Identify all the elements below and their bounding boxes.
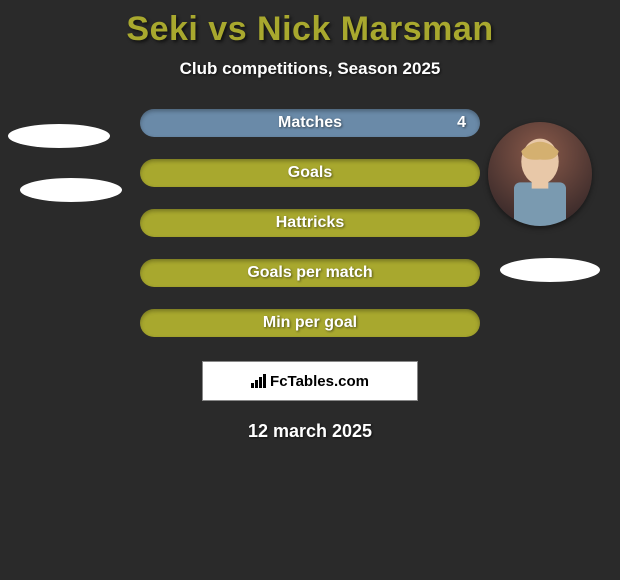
stat-row-goals-per-match: Goals per match <box>140 259 480 287</box>
date-text: 12 march 2025 <box>248 421 372 442</box>
avatar-icon <box>488 122 592 226</box>
stat-value-right: 4 <box>457 114 466 132</box>
player-right-ellipse <box>500 258 600 282</box>
watermark: FcTables.com <box>202 361 418 401</box>
stat-row-matches: Matches 4 <box>140 109 480 137</box>
stat-label: Goals <box>288 164 332 182</box>
stat-row-hattricks: Hattricks <box>140 209 480 237</box>
player-right-avatar <box>488 122 592 226</box>
stat-row-goals: Goals <box>140 159 480 187</box>
stat-label: Goals per match <box>247 264 372 282</box>
stats-block: Matches 4 Goals Hattricks Goals per matc… <box>140 109 480 337</box>
player-left-ellipse-1 <box>8 124 110 148</box>
stat-label: Hattricks <box>276 214 344 232</box>
stat-row-min-per-goal: Min per goal <box>140 309 480 337</box>
page-title: Seki vs Nick Marsman <box>126 10 493 49</box>
stat-label: Min per goal <box>263 314 357 332</box>
watermark-text: FcTables.com <box>270 373 369 390</box>
player-left-ellipse-2 <box>20 178 122 202</box>
barchart-icon <box>251 374 266 388</box>
page-subtitle: Club competitions, Season 2025 <box>180 59 441 79</box>
stat-label: Matches <box>278 114 342 132</box>
